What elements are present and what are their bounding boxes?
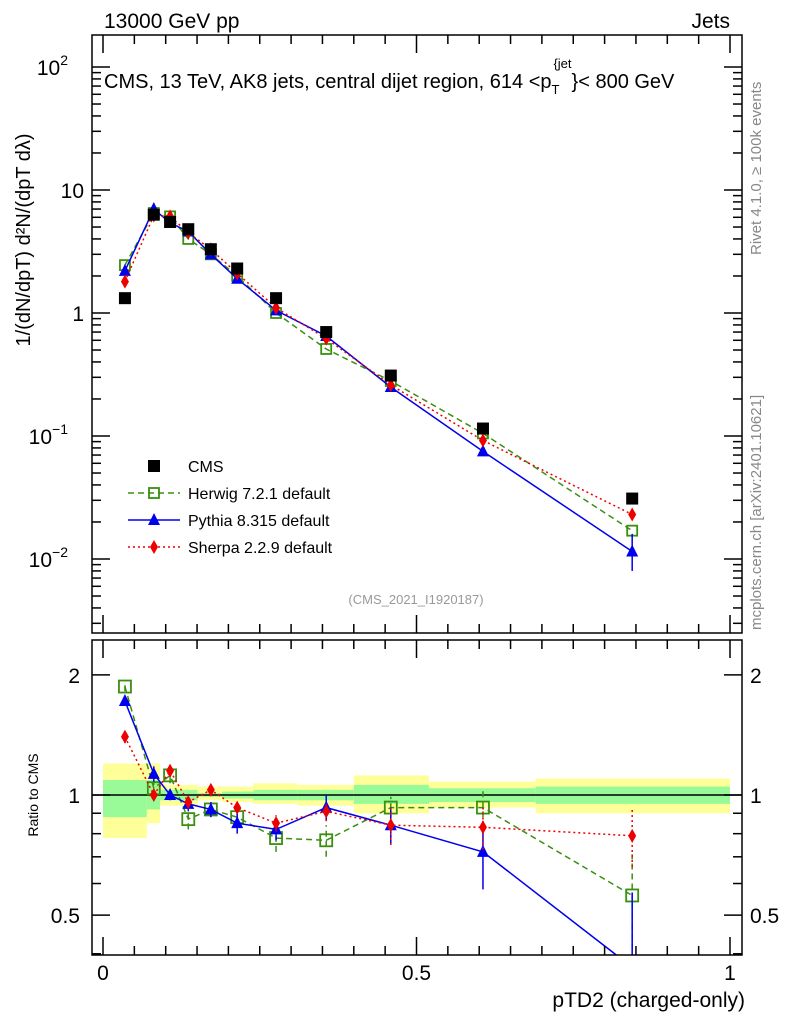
legend-label: Herwig 7.2.1 default: [188, 486, 331, 503]
tick-base: 10: [61, 180, 84, 203]
ratio-y-tick-label: 0.5: [51, 905, 80, 928]
sherpa-point: [120, 729, 129, 744]
plot-title: CMS, 13 TeV, AK8 jets, central dijet reg…: [104, 56, 675, 97]
stat-uncertainty-band: [103, 780, 147, 818]
y-tick-label: 10−2: [29, 544, 69, 572]
cms-data-point: [626, 492, 639, 505]
sherpa-point: [272, 816, 281, 831]
cms-data-point: [320, 326, 333, 339]
legend-label: CMS: [188, 459, 224, 476]
legend: CMS Herwig 7.2.1 default Pythia 8.315 defa…: [128, 459, 333, 557]
cms-data-point: [182, 223, 195, 236]
sherpa-point: [233, 800, 242, 815]
cms-data-point: [384, 369, 397, 382]
main-plot-frame: [91, 34, 743, 634]
y-tick-label: 102: [37, 52, 68, 80]
pythia-ratio-line: [124, 700, 617, 956]
y-tick-label: 1: [72, 303, 84, 326]
sherpa-ratio-series: [120, 729, 637, 868]
tick-base: 10: [29, 426, 52, 449]
x-tick-label: 0: [97, 962, 109, 985]
pythia-point: [164, 788, 177, 800]
cms-data-point: [164, 215, 177, 228]
tick-base: 1: [72, 303, 84, 326]
ratio-y-tick-label: 2: [68, 665, 80, 688]
mcplots-label: mcplots.cern.ch [arXiv:2401.10621]: [748, 395, 765, 630]
tick-exponent: −2: [52, 544, 68, 560]
pythia-point: [148, 513, 160, 525]
cms-data-point: [204, 243, 217, 256]
legend-item-sherpa: Sherpa 2.2.9 default: [128, 540, 333, 557]
legend-label: Sherpa 2.2.9 default: [188, 540, 333, 557]
cms-series: [118, 208, 639, 505]
svg-text:1/(dN/dpT) d²N/(dpT dλ): 1/(dN/dpT) d²N/(dpT dλ): [13, 133, 35, 346]
header-right: Jets: [691, 10, 730, 33]
x-tick-label: 0.5: [402, 962, 431, 985]
tick-base: 10: [29, 549, 52, 572]
sherpa-point: [120, 274, 129, 289]
pythia-point: [231, 816, 244, 829]
pythia-point: [476, 844, 489, 857]
pythia-point: [476, 444, 489, 457]
sherpa-point: [272, 300, 281, 315]
cms-data-point: [147, 208, 160, 221]
ratio-y-axis-label: Ratio to CMS: [25, 753, 41, 836]
ratio-y-tick-label-right: 2: [750, 665, 762, 688]
analysis-id: (CMS_2021_I1920187): [348, 592, 483, 607]
x-axis-label: pTD2 (charged-only): [552, 989, 745, 1012]
herwig-point: [181, 812, 196, 827]
header-left: 13000 GeV pp: [104, 10, 239, 33]
sherpa-point: [166, 763, 175, 778]
herwig-line: [124, 212, 633, 532]
sherpa-point: [478, 433, 487, 448]
tick-exponent: −1: [52, 421, 68, 437]
cms-data-point: [118, 292, 131, 305]
legend-label: Pythia 8.315 default: [188, 513, 330, 530]
legend-item-pythia: Pythia 8.315 default: [128, 513, 330, 530]
legend-item-cms: CMS: [148, 459, 224, 476]
sherpa-point: [322, 804, 331, 819]
y-tick-label: 10: [61, 180, 84, 203]
tick-base: 10: [37, 57, 60, 80]
sherpa-point: [184, 795, 193, 810]
herwig-point: [148, 487, 160, 499]
ratio-plot-frame: [91, 639, 743, 956]
herwig-ratio-series: [118, 679, 640, 950]
cms-data-point: [476, 422, 489, 435]
cms-data-point: [231, 262, 244, 275]
sherpa-point: [150, 540, 158, 554]
x-tick-label: 1: [724, 962, 736, 985]
ratio-y-tick-label: 1: [68, 785, 80, 808]
sherpa-point: [628, 507, 637, 522]
pythia-point: [626, 544, 639, 557]
cms-data-point: [148, 460, 160, 472]
pythia-point: [118, 694, 131, 707]
ratio-y-tick-label-right: 0.5: [750, 905, 779, 928]
sherpa-point: [628, 828, 637, 843]
y-tick-label: 10−1: [29, 421, 69, 449]
ratio-y-tick-label-right: 1: [750, 785, 762, 808]
sherpa-point: [206, 782, 215, 797]
sherpa-point: [149, 788, 158, 802]
legend-item-herwig: Herwig 7.2.1 default: [128, 486, 331, 503]
pythia-ratio-series: [118, 694, 633, 956]
herwig-point: [118, 679, 132, 694]
pythia-point: [147, 766, 160, 779]
cms-data-point: [270, 292, 283, 305]
herwig-point: [319, 833, 334, 848]
sherpa-point: [478, 820, 487, 835]
rivet-version-label: Rivet 4.1.0, ≥ 100k events: [748, 82, 765, 255]
tick-exponent: 2: [60, 52, 68, 68]
y-axis-label-main: 1/(dN/dpT) d²N/(dpT dλ): [13, 133, 35, 346]
pythia-point: [204, 802, 217, 815]
sherpa-point: [386, 818, 395, 833]
pythia-point: [118, 263, 131, 276]
